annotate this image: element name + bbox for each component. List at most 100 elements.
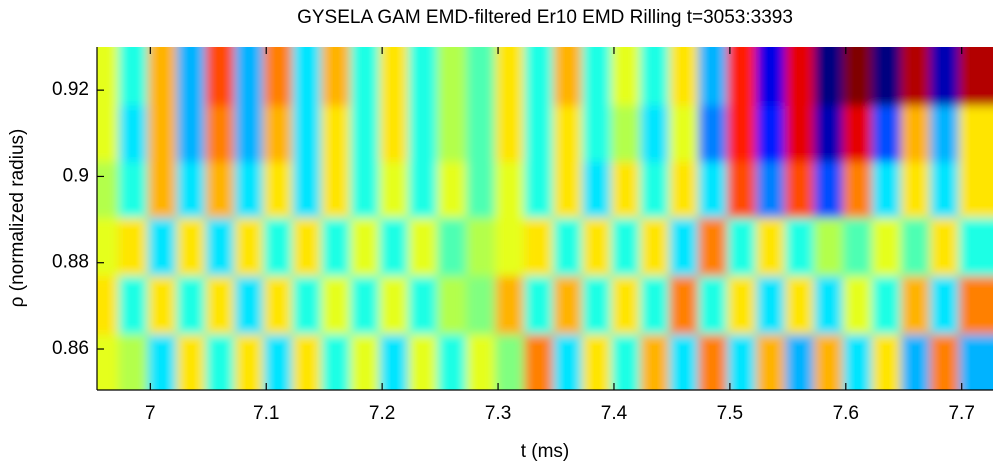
heatmap-cell (147, 105, 177, 162)
heatmap-cell (495, 105, 525, 162)
heatmap-cell (784, 217, 815, 277)
heatmap-cell (784, 275, 815, 335)
heatmap-cell (611, 161, 641, 218)
heatmap-cell (813, 105, 844, 162)
heatmap-cell (379, 275, 409, 335)
heatmap-cell (755, 275, 786, 335)
heatmap-cell (495, 333, 525, 390)
heatmap-cell (118, 105, 148, 162)
heatmap-cell (408, 47, 438, 106)
heatmap-cell (205, 217, 235, 277)
heatmap-cell (582, 333, 612, 390)
heatmap-cell (640, 333, 670, 390)
heatmap-cell (698, 161, 728, 218)
heatmap-cell (958, 333, 993, 390)
heatmap-cell (524, 161, 554, 218)
heatmap-cell (234, 47, 264, 106)
heatmap-cell (871, 217, 902, 277)
heatmap-cell (350, 217, 380, 277)
heatmap-cell (408, 275, 438, 335)
heatmap-cell (176, 275, 206, 335)
heatmap-cell (842, 333, 873, 390)
heatmap-cell (495, 275, 525, 335)
heatmap-cell (813, 217, 844, 277)
heatmap-cell (321, 161, 351, 218)
heatmap-cell (147, 47, 177, 106)
heatmap-cell (929, 47, 960, 106)
heatmap-cell (234, 275, 264, 335)
heatmap-cell (929, 275, 960, 335)
y-axis-label: ρ (normalized radius) (7, 129, 28, 308)
heatmap-cell (611, 105, 641, 162)
heatmap-cell (900, 161, 931, 218)
heatmap-cell (97, 275, 119, 335)
heatmap-cell (321, 333, 351, 390)
heatmap-cell (118, 275, 148, 335)
heatmap-cell (611, 217, 641, 277)
heatmap-cell (205, 105, 235, 162)
heatmap-cell (871, 333, 902, 390)
heatmap-cell (611, 47, 641, 106)
heatmap-cell (698, 275, 728, 335)
heatmap-cell (205, 47, 235, 106)
heatmap-cell (234, 217, 264, 277)
x-tick-label: 7.4 (601, 403, 628, 424)
heatmap-cell (292, 161, 322, 218)
heatmap-cell (118, 161, 148, 218)
heatmap-cell (900, 105, 931, 162)
heatmap-cell (176, 105, 206, 162)
heatmap-cell (640, 275, 670, 335)
heatmap-cell (263, 275, 293, 335)
heatmap-cell (929, 161, 960, 218)
y-tick-label: 0.9 (63, 165, 89, 186)
heatmap-cell (640, 217, 670, 277)
heatmap-cell (437, 275, 467, 335)
heatmap-cell (321, 217, 351, 277)
heatmap-cell (582, 161, 612, 218)
heatmap-cell (582, 217, 612, 277)
heatmap-cell (784, 105, 815, 162)
heatmap-cell (871, 275, 902, 335)
x-tick-label: 7 (145, 403, 156, 424)
heatmap-cell (524, 275, 554, 335)
heatmap-cell (176, 47, 206, 106)
heatmap-cell (379, 217, 409, 277)
heatmap-cell (784, 333, 815, 390)
chart-title: GYSELA GAM EMD-filtered Er10 EMD Rilling… (297, 7, 793, 28)
heatmap-cell (900, 333, 931, 390)
heatmap-cell (755, 217, 786, 277)
heatmap-cell (466, 161, 496, 218)
heatmap-cell (582, 275, 612, 335)
heatmap-cell (553, 161, 583, 218)
heatmap-cell (958, 275, 993, 335)
heatmap-cell (234, 105, 264, 162)
heatmap-cell (958, 47, 993, 106)
heatmap-cell (205, 333, 235, 390)
heatmap-cell (929, 333, 960, 390)
heatmap-cell (813, 161, 844, 218)
heatmap-cell (698, 333, 728, 390)
heatmap-cell (97, 161, 119, 218)
heatmap-cell (524, 217, 554, 277)
heatmap-cell (379, 333, 409, 390)
heatmap-cell (466, 47, 496, 106)
heatmap-cell (726, 217, 757, 277)
heatmap (97, 47, 993, 390)
x-tick-label: 7.2 (369, 403, 395, 424)
heatmap-cell (698, 47, 728, 106)
heatmap-cell (726, 333, 757, 390)
heatmap-cell (524, 333, 554, 390)
heatmap-cell (234, 333, 264, 390)
heatmap-cell (466, 217, 496, 277)
heatmap-cell (350, 333, 380, 390)
heatmap-cell (611, 275, 641, 335)
heatmap-cell (582, 105, 612, 162)
heatmap-cell (784, 161, 815, 218)
heatmap-cell (669, 105, 699, 162)
y-tick-label: 0.92 (52, 79, 89, 100)
heatmap-cell (553, 105, 583, 162)
heatmap-cell (755, 333, 786, 390)
heatmap-cell (929, 105, 960, 162)
heatmap-cell (958, 161, 993, 218)
heatmap-cell (640, 161, 670, 218)
